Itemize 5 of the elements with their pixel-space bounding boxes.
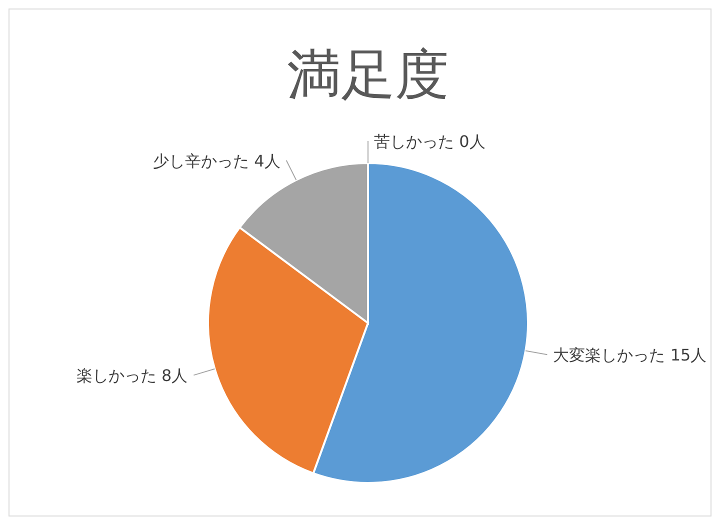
slice-label: 大変楽しかった 15人 (553, 346, 707, 365)
legend-label: 苦しかった 0人 (374, 132, 486, 151)
slice-label: 少し辛かった 4人 (153, 151, 280, 170)
chart-title: 満足度 (287, 43, 449, 106)
slice-label: 楽しかった 8人 (76, 366, 188, 386)
